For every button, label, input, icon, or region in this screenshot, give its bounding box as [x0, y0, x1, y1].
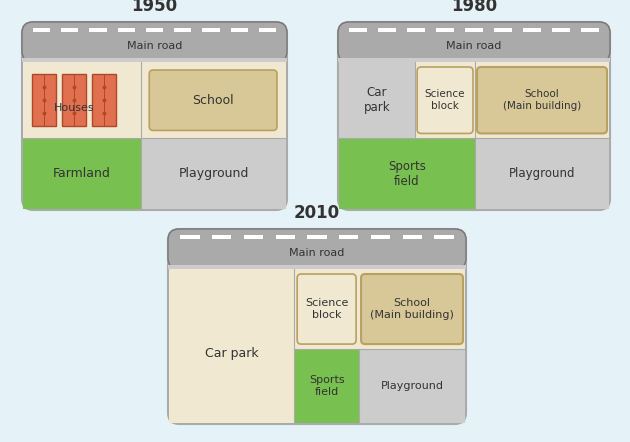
Bar: [294, 349, 359, 423]
FancyBboxPatch shape: [417, 67, 473, 133]
Text: Playground: Playground: [509, 167, 575, 180]
Text: School
(Main building): School (Main building): [370, 298, 454, 320]
Text: Playground: Playground: [381, 381, 444, 391]
Text: Science
block: Science block: [305, 298, 348, 320]
Bar: [23, 138, 141, 209]
FancyBboxPatch shape: [22, 22, 287, 62]
FancyBboxPatch shape: [477, 67, 607, 133]
Bar: [339, 62, 415, 138]
FancyBboxPatch shape: [168, 229, 466, 424]
FancyBboxPatch shape: [22, 22, 287, 210]
Text: School: School: [192, 94, 234, 107]
Text: Science
block: Science block: [425, 89, 466, 111]
Bar: [212, 235, 231, 239]
FancyBboxPatch shape: [338, 22, 610, 62]
Bar: [169, 269, 465, 423]
Text: School
(Main building): School (Main building): [503, 89, 581, 111]
Text: Houses: Houses: [54, 103, 94, 113]
Bar: [407, 28, 425, 32]
Bar: [22, 58, 287, 62]
Bar: [202, 28, 220, 32]
Bar: [465, 28, 483, 32]
Bar: [141, 138, 286, 209]
Bar: [307, 235, 327, 239]
Bar: [434, 235, 454, 239]
Bar: [403, 235, 422, 239]
Bar: [23, 62, 141, 138]
Bar: [180, 235, 200, 239]
Bar: [378, 28, 396, 32]
Bar: [62, 74, 86, 126]
Text: 2010: 2010: [294, 204, 340, 222]
FancyBboxPatch shape: [168, 229, 466, 269]
Bar: [349, 28, 367, 32]
Bar: [371, 235, 390, 239]
Text: Farmland: Farmland: [53, 167, 110, 180]
Bar: [275, 235, 295, 239]
Bar: [118, 28, 135, 32]
FancyBboxPatch shape: [297, 274, 356, 344]
FancyBboxPatch shape: [338, 22, 610, 210]
Bar: [61, 28, 79, 32]
Bar: [436, 28, 454, 32]
Text: Sports
field: Sports field: [388, 160, 426, 188]
Text: Main road: Main road: [289, 248, 345, 258]
Bar: [231, 28, 248, 32]
Text: 1980: 1980: [451, 0, 497, 15]
Text: 1950: 1950: [132, 0, 178, 15]
Bar: [581, 28, 598, 32]
Bar: [339, 62, 609, 138]
Bar: [523, 28, 541, 32]
Bar: [494, 28, 512, 32]
Bar: [174, 28, 192, 32]
Bar: [259, 28, 276, 32]
Text: Playground: Playground: [179, 167, 249, 180]
Bar: [338, 58, 610, 62]
Bar: [552, 28, 570, 32]
Bar: [339, 235, 358, 239]
Bar: [168, 265, 466, 269]
Bar: [89, 28, 106, 32]
Bar: [32, 74, 56, 126]
Bar: [244, 235, 263, 239]
Bar: [92, 74, 116, 126]
Bar: [146, 28, 163, 32]
Text: Main road: Main road: [446, 41, 501, 51]
Text: Sports
field: Sports field: [309, 375, 345, 397]
Bar: [339, 138, 475, 209]
Bar: [33, 28, 50, 32]
Bar: [141, 62, 286, 138]
Bar: [359, 349, 465, 423]
Bar: [475, 138, 609, 209]
Text: Car park: Car park: [205, 347, 258, 360]
FancyBboxPatch shape: [361, 274, 463, 344]
Text: Main road: Main road: [127, 41, 182, 51]
Text: Car
park: Car park: [364, 86, 391, 114]
FancyBboxPatch shape: [149, 70, 277, 130]
